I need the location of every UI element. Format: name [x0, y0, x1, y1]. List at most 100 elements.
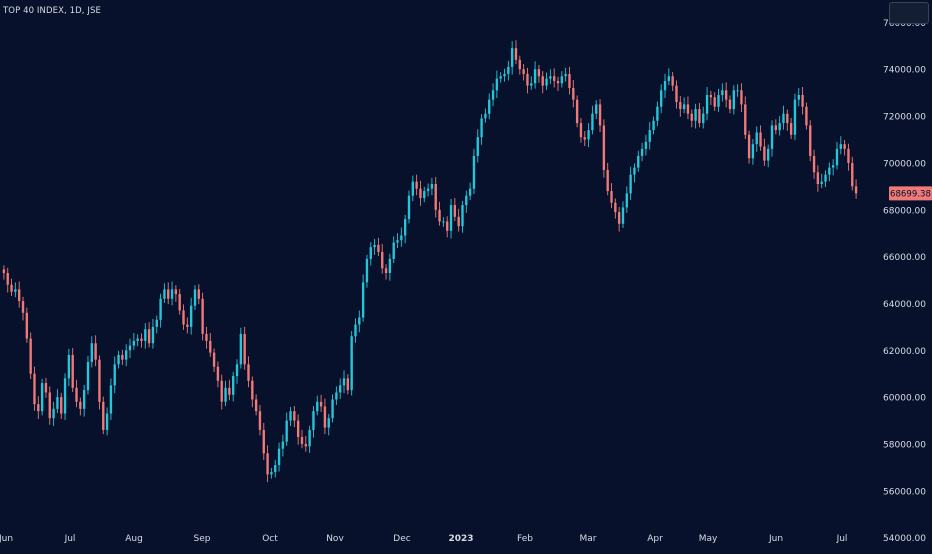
candle-body: [159, 298, 162, 320]
candle-body: [407, 195, 411, 220]
candle: [789, 117, 793, 140]
candle: [533, 61, 537, 89]
y-tick-label: 72000.00: [883, 113, 926, 123]
time-axis[interactable]: Jun Jul Aug Sep Oct Nov Dec 2023 Feb Mar Apr May Jun…: [0, 534, 847, 544]
candle: [522, 64, 525, 81]
candle-body: [316, 401, 319, 412]
candle-body: [189, 305, 193, 327]
candle: [40, 378, 44, 416]
candle-body: [71, 354, 74, 388]
candle-body: [835, 148, 839, 166]
candle-body: [453, 205, 457, 217]
candle-body: [774, 125, 778, 131]
candle: [476, 129, 479, 163]
candle-body: [342, 378, 346, 386]
candle-body: [82, 390, 86, 409]
candle-body: [14, 289, 17, 292]
x-tick-label: Aug: [125, 534, 143, 544]
candle-body: [591, 113, 594, 131]
candle: [488, 93, 491, 120]
candle-body: [113, 364, 116, 386]
candle: [18, 281, 21, 308]
candle: [575, 95, 579, 128]
candle-body: [396, 240, 399, 243]
candle: [346, 374, 350, 395]
candle: [243, 326, 246, 370]
y-tick-label: 64000.00: [883, 300, 926, 310]
candle-body: [423, 191, 426, 199]
candle-body: [438, 209, 441, 222]
candle-body: [312, 411, 315, 430]
candle: [381, 243, 384, 274]
candle: [847, 143, 850, 171]
y-tick-label: 62000.00: [883, 347, 926, 357]
candle-body: [163, 289, 166, 299]
x-tick-label: 2023: [448, 534, 473, 544]
candle-body: [675, 85, 678, 103]
candle-body: [79, 401, 82, 409]
candle: [503, 68, 506, 82]
candle-body: [854, 186, 858, 194]
candle-body: [132, 340, 136, 346]
candle-body: [94, 343, 97, 360]
candle-body: [816, 172, 820, 184]
candle: [824, 170, 827, 188]
candle: [606, 162, 609, 196]
candle: [434, 176, 437, 218]
candle-body: [652, 120, 655, 131]
toolbar-box[interactable]: [889, 2, 929, 24]
candle-body: [721, 90, 724, 95]
candle: [686, 96, 690, 120]
candle-body: [67, 354, 71, 379]
price-axis[interactable]: 76000.0074000.0072000.0070000.0068000.00…: [883, 19, 926, 544]
candle: [94, 335, 97, 367]
candle: [155, 315, 158, 334]
candle: [308, 425, 311, 453]
candle: [323, 398, 327, 435]
candle-body: [847, 148, 850, 163]
candle-body: [640, 148, 644, 156]
candle-body: [277, 448, 281, 466]
candle: [216, 361, 220, 388]
candle-body: [747, 134, 751, 159]
candle-body: [839, 144, 842, 149]
candle: [545, 72, 548, 90]
y-tick-label: 60000.00: [883, 394, 926, 404]
candle: [79, 397, 82, 416]
candle-body: [461, 205, 464, 227]
symbol-title: TOP 40 INDEX, 1D, JSE: [3, 6, 101, 16]
candle: [415, 174, 418, 196]
candle-body: [335, 392, 338, 400]
candle-body: [644, 141, 648, 149]
x-tick-label: Jun: [0, 534, 13, 544]
candle: [113, 356, 116, 394]
candle: [339, 378, 342, 400]
candle-body: [293, 411, 296, 421]
candle: [426, 183, 430, 197]
candle-body: [167, 289, 170, 299]
candle-body: [136, 338, 139, 341]
candle-body: [117, 354, 120, 365]
candle-body: [300, 436, 304, 444]
x-tick-label: May: [699, 534, 718, 544]
candle: [614, 198, 617, 219]
candle: [407, 190, 411, 224]
candle: [174, 285, 178, 302]
candle-body: [128, 345, 132, 351]
candle: [617, 206, 621, 232]
candle: [48, 386, 51, 425]
candle: [549, 69, 552, 84]
candle-body: [491, 90, 495, 100]
candle-body: [698, 109, 701, 124]
candle-body: [243, 333, 246, 365]
candle-body: [797, 95, 800, 100]
candle: [831, 159, 835, 176]
candle: [423, 186, 426, 203]
candle-body: [426, 188, 430, 192]
candle-body: [60, 397, 63, 414]
candle: [102, 396, 105, 435]
y-tick-label: 70000.00: [883, 159, 926, 169]
candle: [805, 102, 808, 130]
